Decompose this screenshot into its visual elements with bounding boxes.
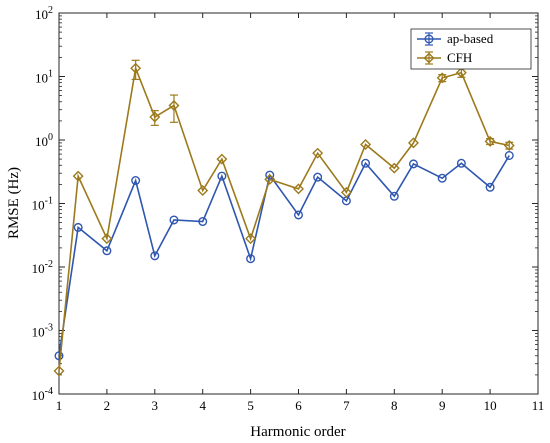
data-point — [150, 251, 160, 261]
data-point — [54, 351, 64, 361]
data-point — [503, 139, 515, 151]
data-point — [294, 210, 304, 220]
data-point — [485, 182, 495, 192]
data-point — [437, 173, 447, 183]
x-tick-label: 2 — [104, 398, 111, 413]
plot-area — [58, 12, 539, 395]
data-point — [313, 172, 323, 182]
legend-label-cfh: CFH — [447, 50, 472, 65]
y-tick-label: 101 — [35, 69, 53, 86]
data-point — [149, 111, 161, 123]
legend-label-ap-based: ap-based — [447, 31, 494, 46]
y-axis-title: RMSE (Hz) — [6, 167, 22, 239]
data-point — [340, 186, 352, 198]
y-axis-ticks: 10-4 10-3 10-2 10-1 100 101 102 — [32, 5, 538, 403]
series-cfh — [53, 59, 515, 377]
y-tick-label: 10-3 — [32, 323, 53, 340]
data-point — [53, 365, 65, 377]
data-point — [72, 170, 84, 182]
y-tick-label: 102 — [35, 5, 53, 22]
data-point — [217, 171, 227, 181]
series-ap-based — [54, 151, 514, 361]
data-point — [360, 138, 372, 150]
y-tick-label: 10-4 — [32, 386, 53, 403]
x-tick-label: 5 — [247, 398, 254, 413]
x-axis-title: Harmonic order — [250, 424, 345, 440]
y-tick-label: 10-2 — [32, 259, 53, 276]
data-point — [407, 137, 419, 149]
y-tick-label: 100 — [35, 132, 53, 149]
y-tick-label: 10-1 — [32, 196, 53, 213]
data-point — [246, 254, 256, 264]
data-point — [169, 215, 179, 225]
x-tick-label: 6 — [295, 398, 302, 413]
x-tick-label: 3 — [152, 398, 159, 413]
data-point — [73, 222, 83, 232]
series-layer — [53, 59, 515, 377]
x-tick-label: 10 — [484, 398, 497, 413]
legend-marker-cfh — [423, 51, 435, 65]
series-line — [58, 65, 510, 372]
data-point — [168, 99, 180, 111]
data-point — [264, 173, 276, 185]
data-point — [361, 158, 371, 168]
data-point — [455, 67, 467, 79]
legend-marker-ap-based — [424, 32, 434, 46]
data-point — [197, 185, 209, 197]
series-line — [58, 155, 510, 356]
x-tick-label: 1 — [56, 398, 63, 413]
data-point — [312, 147, 324, 159]
data-point — [101, 233, 113, 245]
x-tick-label: 8 — [391, 398, 398, 413]
legend-marker-shape — [423, 52, 435, 64]
legend: ap-based CFH — [410, 28, 532, 70]
data-point — [198, 217, 208, 227]
data-point — [436, 72, 448, 84]
x-tick-label: 9 — [439, 398, 446, 413]
data-point — [484, 135, 496, 147]
x-tick-label: 11 — [532, 398, 545, 413]
x-axis-ticks: 1 2 3 4 5 6 7 8 9 10 11 — [56, 13, 545, 413]
data-point — [131, 176, 141, 186]
data-point — [130, 62, 142, 74]
data-point — [504, 151, 514, 161]
legend-marker-shape — [424, 34, 434, 44]
x-tick-label: 4 — [199, 398, 206, 413]
data-point — [388, 162, 400, 174]
data-point — [102, 246, 112, 256]
data-point — [456, 158, 466, 168]
data-point — [216, 153, 228, 165]
x-tick-label: 7 — [343, 398, 350, 413]
data-point — [389, 191, 399, 201]
data-point — [245, 233, 257, 245]
data-point — [408, 159, 418, 169]
data-point — [293, 183, 304, 195]
